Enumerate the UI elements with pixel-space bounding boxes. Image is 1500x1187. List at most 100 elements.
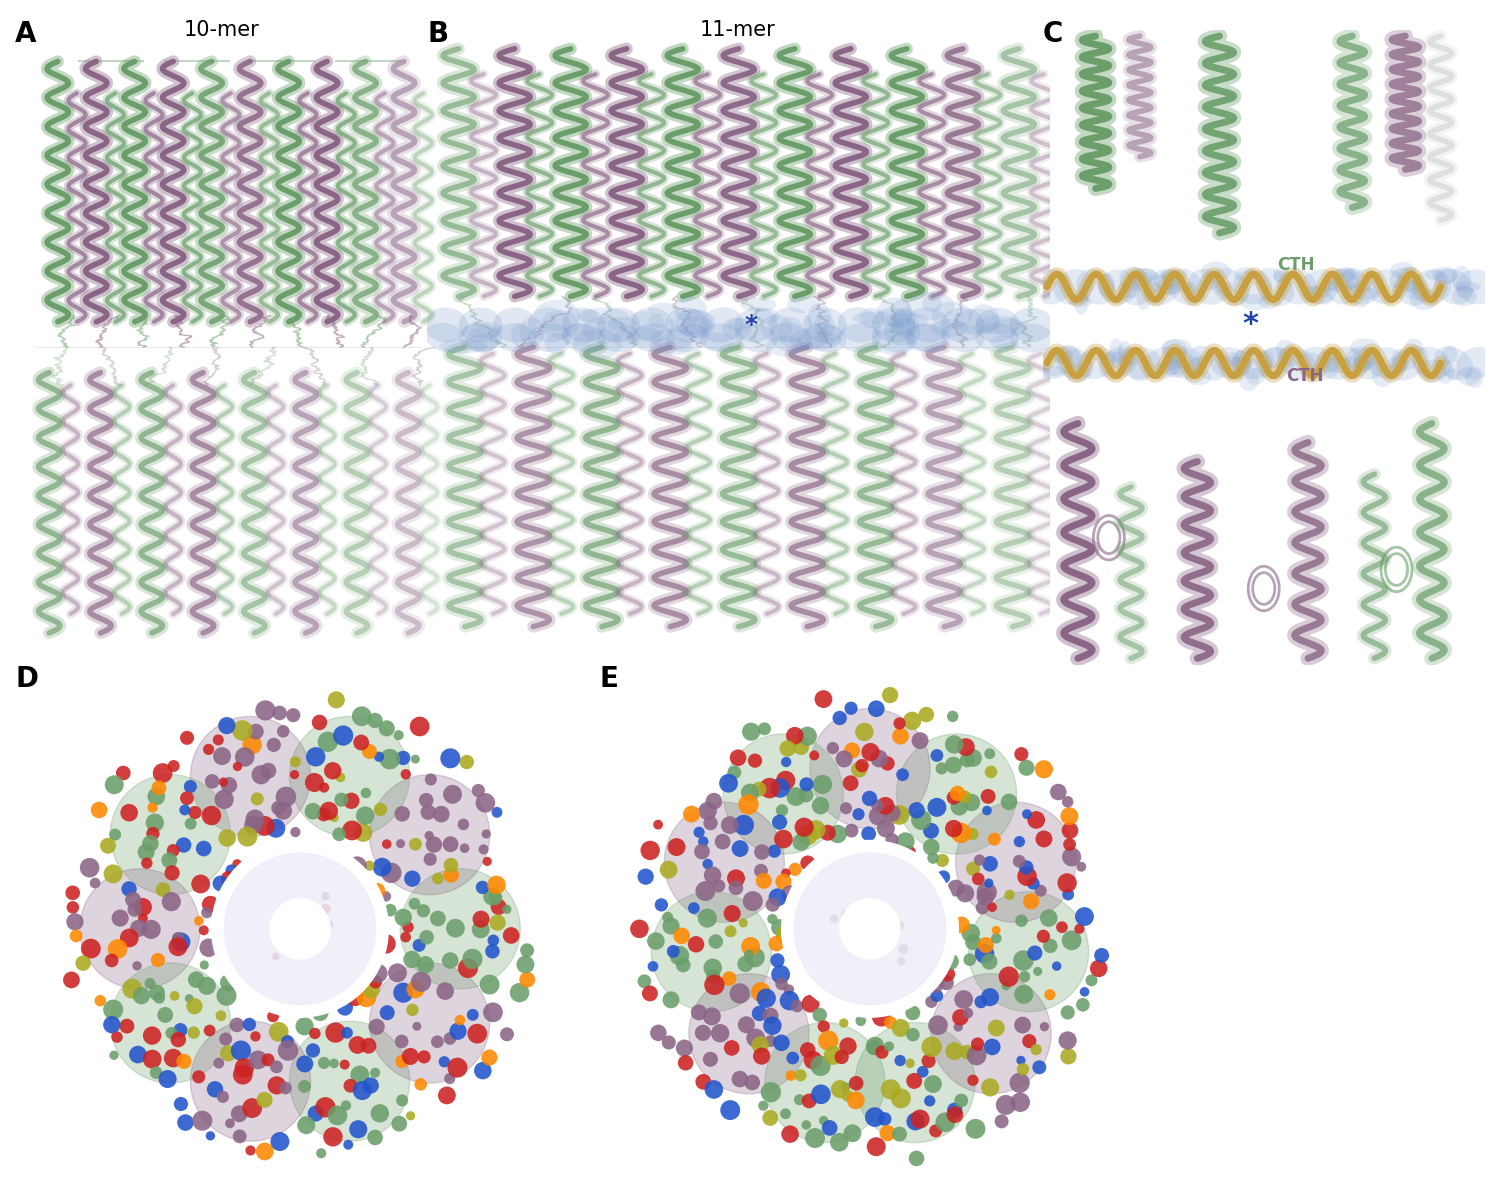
Point — [274, 907, 298, 926]
Point — [1089, 946, 1113, 965]
Ellipse shape — [1234, 267, 1257, 281]
Point — [918, 1091, 942, 1110]
Point — [88, 991, 112, 1010]
Point — [930, 851, 954, 870]
Point — [217, 776, 242, 795]
Point — [960, 793, 984, 812]
Ellipse shape — [1100, 347, 1138, 380]
Point — [186, 1067, 210, 1086]
Ellipse shape — [1274, 271, 1292, 284]
Ellipse shape — [1216, 357, 1246, 372]
Point — [839, 774, 862, 793]
Point — [687, 823, 711, 842]
Point — [363, 711, 387, 730]
Point — [816, 824, 840, 843]
Point — [168, 1021, 192, 1040]
Point — [795, 775, 819, 794]
Point — [926, 798, 950, 817]
Point — [862, 1107, 886, 1126]
Text: CTH: CTH — [1276, 255, 1314, 274]
Point — [374, 887, 398, 906]
Point — [166, 1030, 190, 1049]
Ellipse shape — [1452, 286, 1478, 306]
Point — [633, 868, 657, 887]
Ellipse shape — [1210, 347, 1249, 379]
Point — [952, 788, 976, 807]
Point — [963, 1119, 987, 1138]
Point — [471, 1061, 495, 1080]
Point — [982, 830, 1006, 849]
Point — [858, 743, 882, 762]
Ellipse shape — [632, 307, 675, 343]
Point — [214, 829, 238, 848]
Point — [134, 843, 158, 862]
Ellipse shape — [1054, 347, 1094, 380]
Point — [446, 1058, 470, 1077]
Point — [322, 1054, 346, 1073]
Point — [189, 875, 213, 894]
Point — [316, 801, 340, 820]
Point — [975, 883, 999, 902]
Ellipse shape — [1210, 268, 1249, 306]
Point — [760, 895, 784, 914]
Point — [298, 921, 322, 940]
Point — [1010, 744, 1034, 763]
Ellipse shape — [726, 318, 752, 331]
Point — [759, 1083, 783, 1102]
Point — [720, 904, 744, 923]
Point — [160, 1048, 184, 1067]
Point — [788, 1090, 812, 1109]
Point — [209, 1007, 232, 1026]
Point — [804, 820, 828, 839]
Point — [750, 1047, 774, 1066]
Point — [693, 882, 717, 901]
Point — [736, 945, 760, 964]
Ellipse shape — [904, 324, 946, 353]
Point — [930, 758, 954, 777]
Point — [141, 798, 165, 817]
Point — [759, 1032, 783, 1050]
Circle shape — [840, 899, 900, 959]
Ellipse shape — [1412, 269, 1452, 304]
Point — [839, 699, 862, 718]
Ellipse shape — [1456, 367, 1480, 386]
Point — [849, 1011, 873, 1030]
Point — [399, 1106, 423, 1125]
Point — [1011, 1016, 1035, 1035]
Point — [105, 939, 129, 958]
Point — [738, 937, 762, 956]
Point — [945, 783, 969, 802]
Point — [1016, 805, 1040, 824]
Point — [948, 798, 972, 817]
Point — [952, 884, 976, 903]
Point — [976, 787, 1000, 806]
Point — [774, 772, 798, 791]
Point — [152, 880, 176, 899]
Point — [354, 783, 378, 802]
Ellipse shape — [1148, 283, 1161, 292]
Point — [363, 1128, 387, 1147]
Point — [858, 789, 882, 808]
Point — [728, 1069, 752, 1088]
Point — [363, 1064, 387, 1083]
Ellipse shape — [1456, 347, 1496, 380]
Point — [898, 1054, 922, 1073]
Point — [802, 745, 826, 764]
Point — [836, 1036, 860, 1055]
Circle shape — [664, 802, 784, 922]
Point — [378, 901, 402, 920]
Point — [334, 1096, 358, 1115]
Point — [891, 939, 915, 958]
Point — [126, 919, 150, 938]
Point — [476, 852, 500, 871]
Point — [236, 827, 260, 846]
Ellipse shape — [651, 329, 693, 350]
Ellipse shape — [1130, 363, 1152, 381]
Point — [646, 815, 670, 834]
Ellipse shape — [1341, 355, 1370, 376]
Ellipse shape — [1278, 269, 1317, 304]
Point — [216, 869, 240, 888]
Ellipse shape — [940, 323, 984, 353]
Point — [821, 738, 844, 757]
Point — [627, 920, 651, 939]
